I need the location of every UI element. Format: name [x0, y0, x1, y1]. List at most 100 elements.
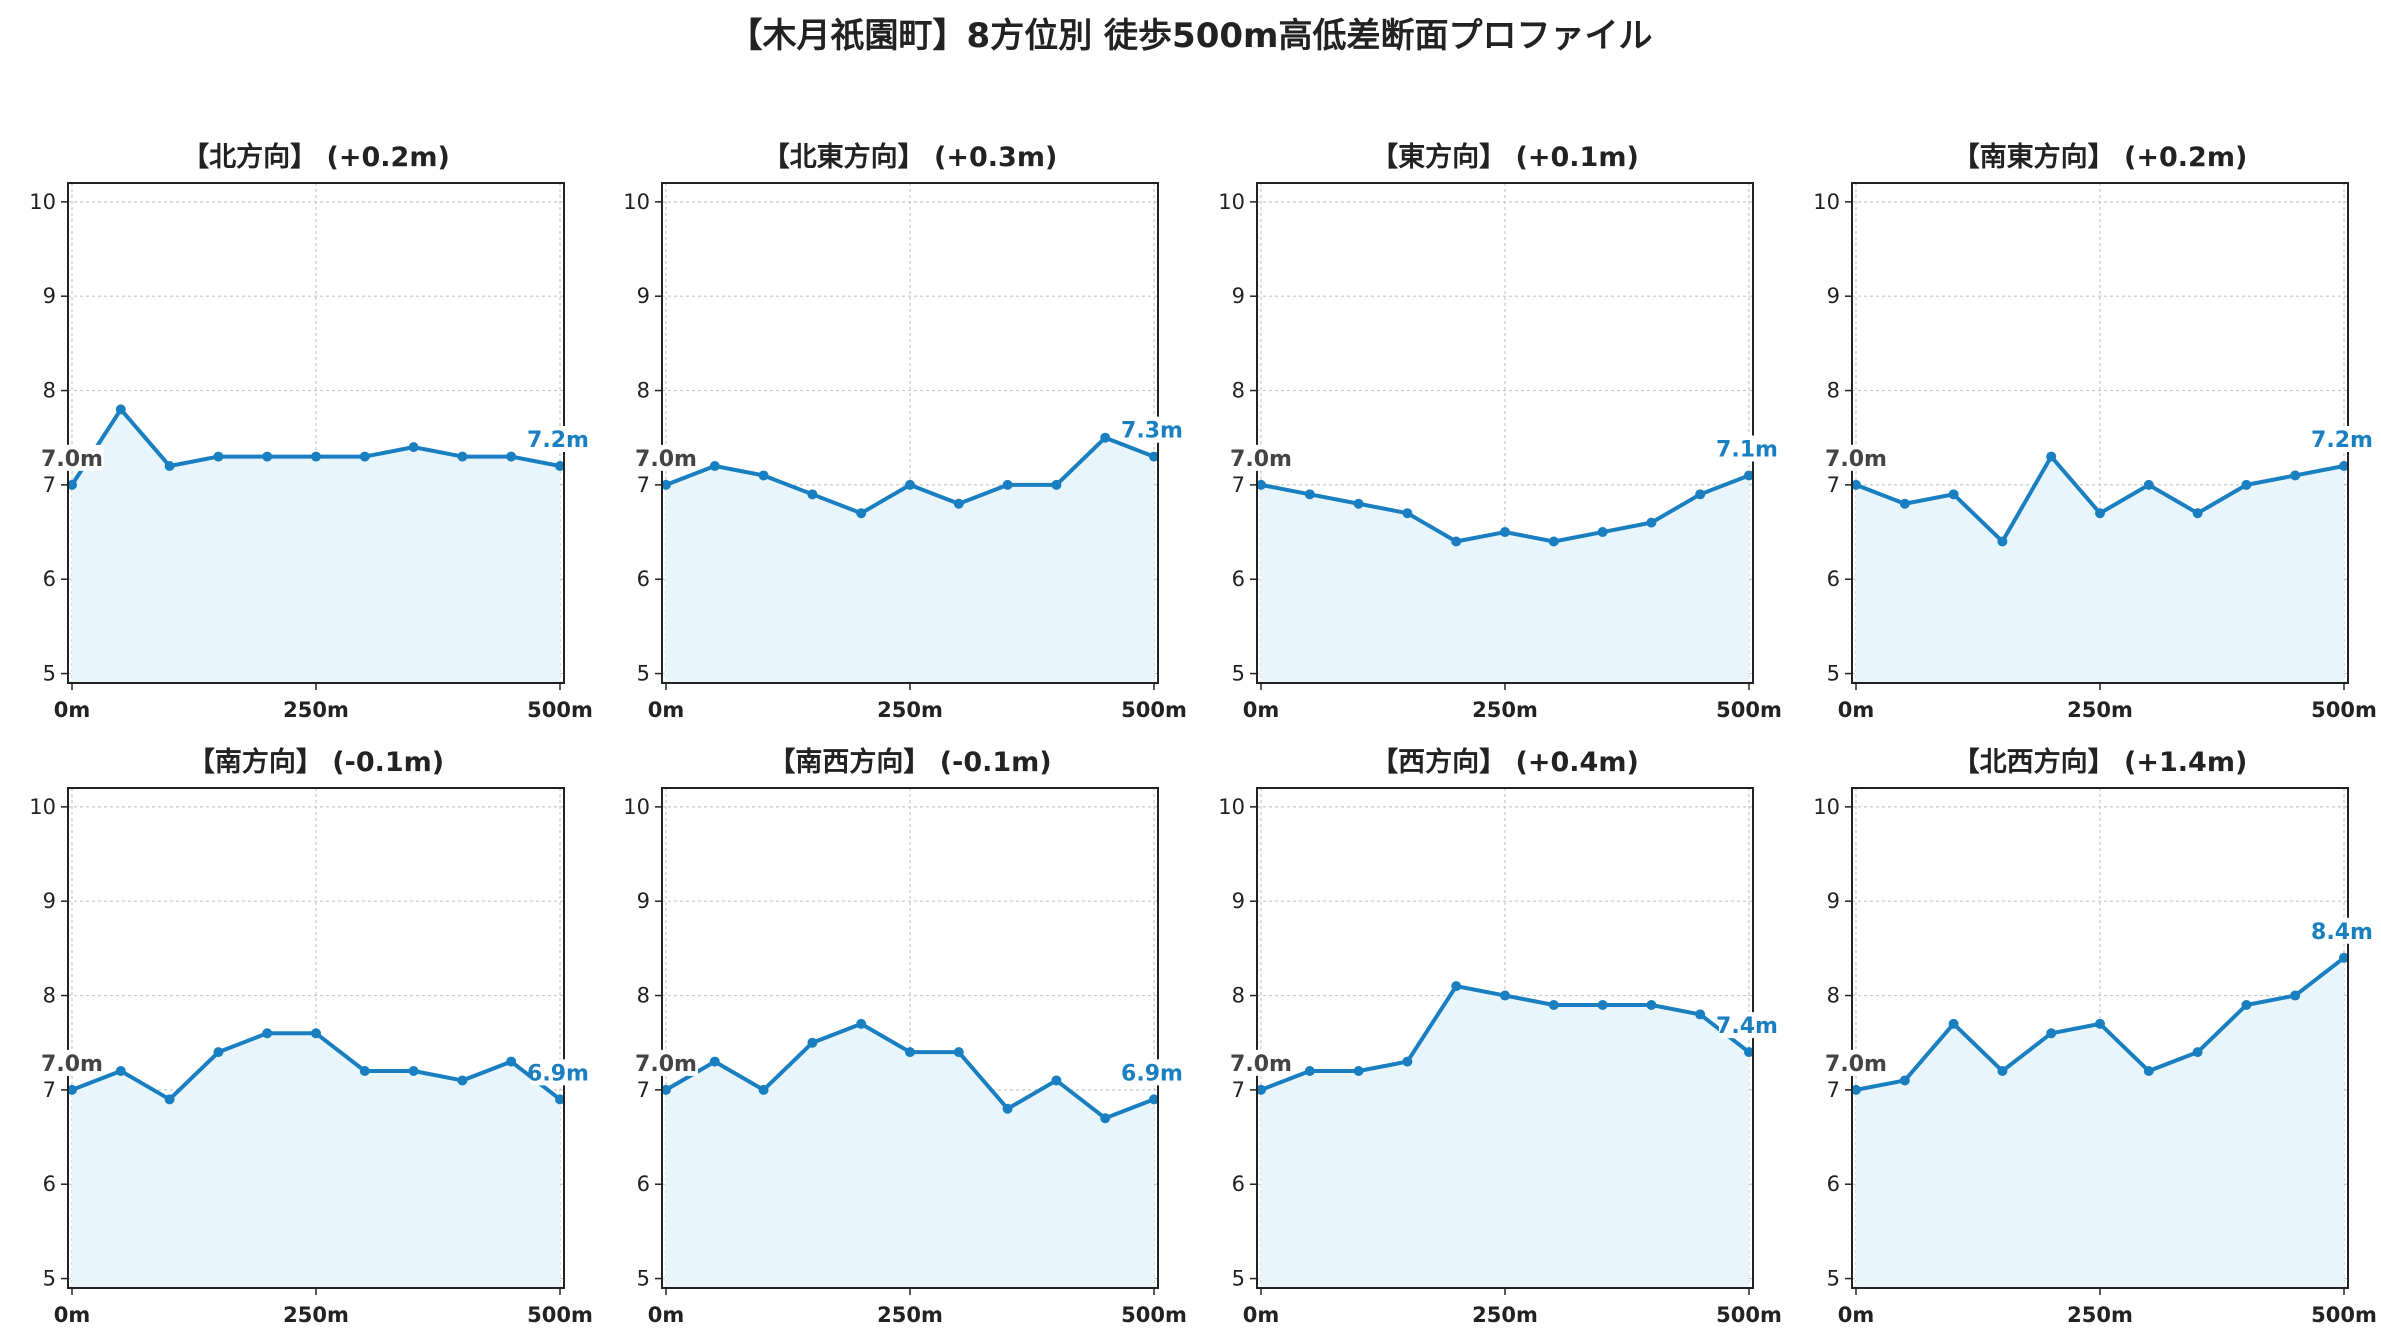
data-point — [2290, 990, 2301, 1001]
end-label-bg — [1124, 416, 1186, 443]
data-point — [2046, 1028, 2057, 1039]
data-point — [1744, 1047, 1754, 1058]
data-point — [115, 1066, 126, 1077]
data-point — [1500, 990, 1510, 1001]
data-point — [164, 461, 175, 472]
x-tick-label: 0m — [648, 698, 685, 722]
data-point — [1899, 1075, 1910, 1086]
start-label-bg — [1826, 444, 1888, 471]
y-tick-label: 5 — [1827, 662, 1840, 686]
start-label: 7.0m — [635, 447, 697, 472]
y-tick-label: 5 — [43, 1267, 56, 1291]
start-label-bg — [636, 1049, 698, 1076]
data-point — [1051, 479, 1062, 490]
start-label: 7.0m — [1230, 1052, 1292, 1077]
y-tick-label: 8 — [43, 984, 56, 1008]
x-tick-label: 500m — [1121, 1303, 1187, 1327]
data-point — [1597, 527, 1608, 538]
data-point — [1695, 1009, 1706, 1020]
y-tick-label: 10 — [623, 795, 650, 819]
data-point — [555, 1094, 565, 1105]
start-label: 7.0m — [1825, 447, 1887, 472]
data-point — [1002, 1103, 1013, 1114]
y-tick-label: 9 — [637, 284, 650, 308]
y-tick-label: 8 — [1232, 984, 1245, 1008]
x-tick-label: 500m — [2311, 698, 2377, 722]
data-point — [1051, 1075, 1062, 1086]
start-label-bg — [42, 444, 104, 471]
y-tick-label: 8 — [637, 984, 650, 1008]
area-fill — [72, 1033, 560, 1288]
data-point — [905, 479, 915, 490]
data-point — [709, 461, 720, 472]
y-tick-label: 9 — [1827, 284, 1840, 308]
end-label: 7.4m — [1716, 1014, 1778, 1039]
y-tick-label: 6 — [1232, 567, 1245, 591]
x-tick-label: 250m — [2067, 1303, 2133, 1327]
end-label-bg — [530, 426, 592, 453]
start-label: 7.0m — [1230, 447, 1292, 472]
y-tick-label: 8 — [1827, 379, 1840, 403]
data-point — [1851, 479, 1861, 490]
y-tick-label: 7 — [637, 473, 650, 497]
start-label: 7.0m — [635, 1052, 697, 1077]
end-label: 7.2m — [527, 428, 589, 453]
panel-title: 【東方向】 (+0.1m) — [1371, 141, 1639, 173]
data-point — [1646, 999, 1657, 1010]
data-point — [2143, 479, 2154, 490]
data-point — [1149, 1094, 1159, 1105]
end-label-bg — [2314, 917, 2376, 944]
x-tick-label: 500m — [1716, 1303, 1782, 1327]
x-tick-label: 250m — [2067, 698, 2133, 722]
y-tick-label: 5 — [1232, 662, 1245, 686]
data-point — [2241, 479, 2252, 490]
data-point — [213, 1047, 224, 1058]
chart-panel-3: 【南東方向】 (+0.2m) 5 6 7 8 9 10 0m 250m 500m 7.0m 7.2m — [1813, 141, 2377, 722]
end-label: 7.2m — [2311, 428, 2373, 453]
data-point — [1100, 1113, 1111, 1124]
data-point — [2095, 1018, 2105, 1029]
data-point — [457, 1075, 468, 1086]
y-tick-label: 10 — [623, 190, 650, 214]
y-tick-label: 7 — [1232, 473, 1245, 497]
data-point — [359, 1066, 370, 1077]
data-point — [408, 1066, 419, 1077]
y-tick-label: 6 — [43, 1172, 56, 1196]
data-point — [1597, 999, 1608, 1010]
data-point — [457, 451, 468, 462]
x-tick-label: 250m — [1472, 1303, 1538, 1327]
y-tick-label: 10 — [29, 795, 56, 819]
data-point — [262, 451, 273, 462]
end-label-bg — [1719, 435, 1781, 462]
data-point — [1899, 498, 1910, 509]
data-point — [1100, 432, 1111, 443]
y-tick-label: 6 — [1827, 1172, 1840, 1196]
x-tick-label: 250m — [283, 1303, 349, 1327]
y-tick-label: 7 — [1232, 1078, 1245, 1102]
data-point — [807, 1037, 818, 1048]
data-point — [213, 451, 224, 462]
chart-panel-4: 【南方向】 (-0.1m) 5 6 7 8 9 10 0m 250m 500m 7.0m 6.9m — [29, 746, 593, 1327]
y-tick-label: 9 — [637, 889, 650, 913]
data-point — [709, 1056, 720, 1067]
x-tick-label: 0m — [54, 698, 91, 722]
y-tick-label: 7 — [637, 1078, 650, 1102]
end-label-bg — [2314, 426, 2376, 453]
data-point — [2241, 999, 2252, 1010]
x-tick-label: 0m — [1838, 698, 1875, 722]
end-label: 8.4m — [2311, 920, 2373, 945]
x-tick-label: 500m — [527, 1303, 593, 1327]
start-label-bg — [42, 1049, 104, 1076]
panel-title: 【北方向】 (+0.2m) — [182, 141, 450, 173]
x-tick-label: 250m — [1472, 698, 1538, 722]
y-tick-label: 7 — [43, 473, 56, 497]
panel-title: 【南西方向】 (-0.1m) — [768, 746, 1051, 778]
data-point — [506, 451, 517, 462]
end-label-bg — [530, 1059, 592, 1086]
data-point — [953, 498, 964, 509]
panel-title: 【南方向】 (-0.1m) — [188, 746, 444, 778]
data-point — [1997, 536, 2008, 547]
y-tick-label: 5 — [43, 662, 56, 686]
end-label: 7.1m — [1716, 437, 1778, 462]
data-point — [1304, 489, 1315, 500]
